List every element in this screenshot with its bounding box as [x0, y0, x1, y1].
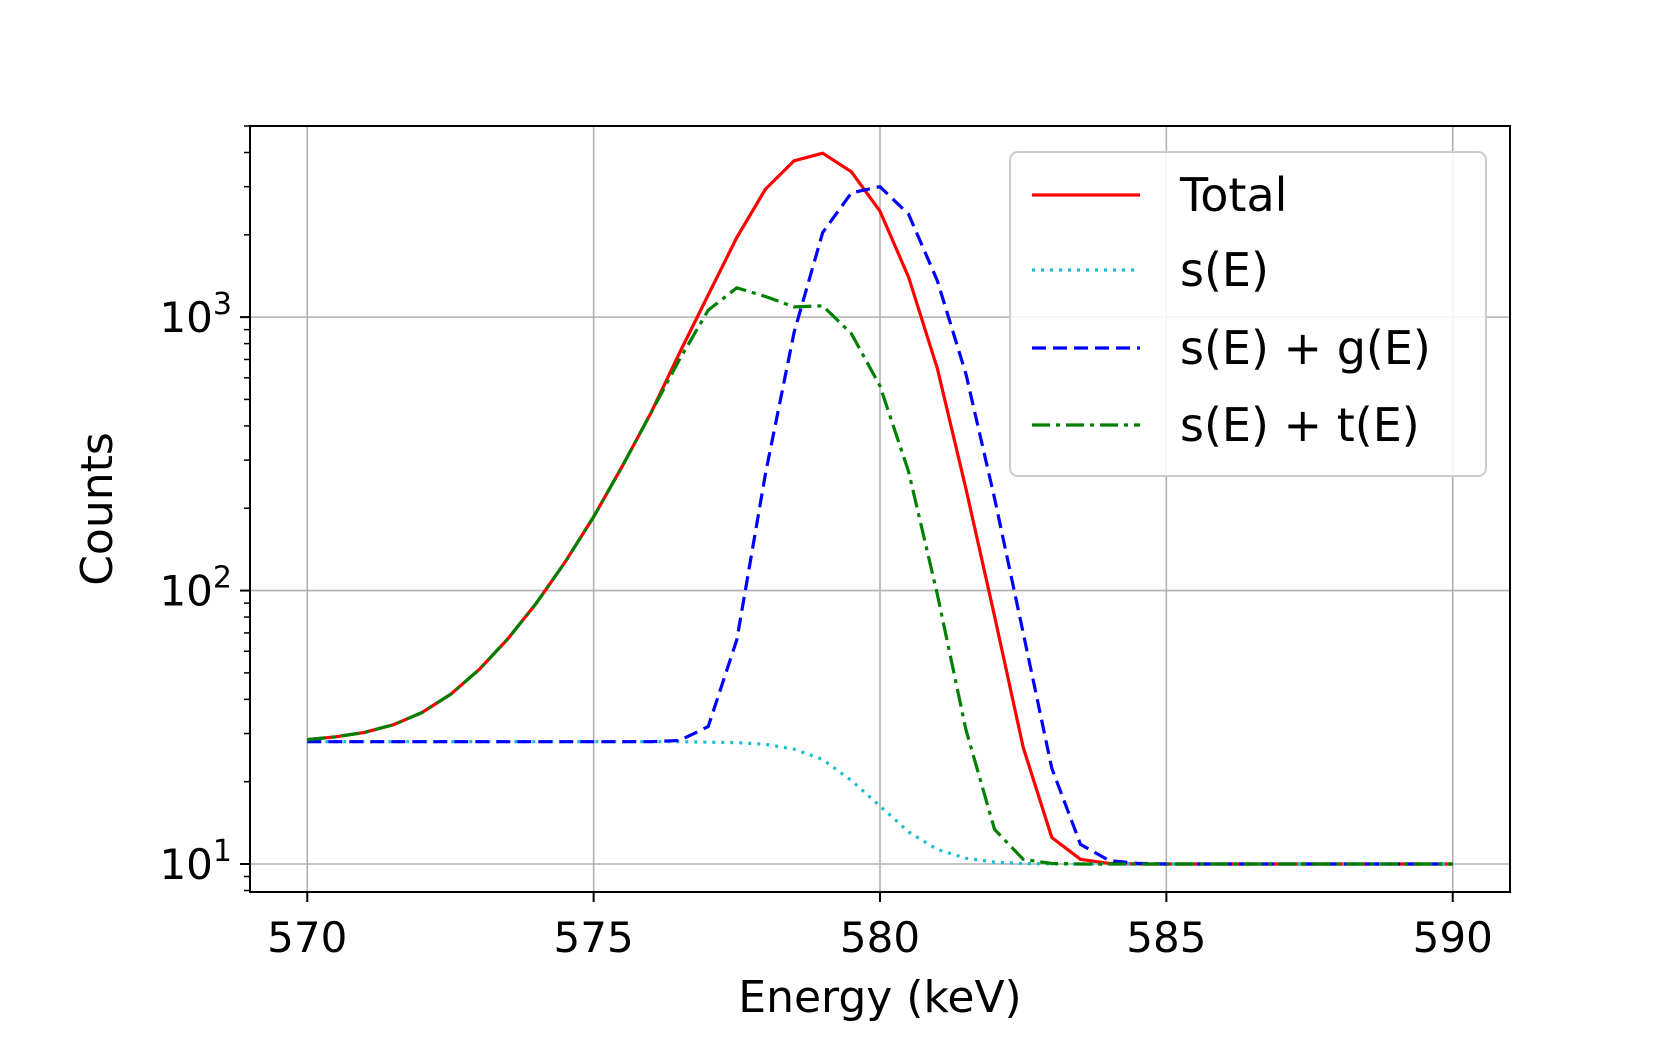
y-tick-base: 10 — [159, 567, 212, 616]
plot-frame — [249, 125, 1511, 893]
y-tick-exponent: 3 — [213, 287, 232, 322]
x-tick-label: 585 — [1126, 913, 1206, 962]
legend: Total s(E) s(E) + g(E) s(E) + t(E) — [1009, 151, 1487, 477]
x-axis-label: Energy (keV) — [738, 972, 1021, 1023]
legend-label-2: s(E) + g(E) — [1180, 321, 1431, 375]
y-tick-exponent: 1 — [213, 834, 232, 869]
legend-label-1: s(E) — [1180, 243, 1269, 297]
legend-box — [1009, 151, 1487, 477]
y-tick-label: 103 — [159, 287, 232, 342]
plot-lines — [307, 151, 1453, 866]
legend-label-0: Total — [1179, 168, 1287, 222]
x-tick-label: 590 — [1413, 913, 1493, 962]
x-tick-label: 570 — [267, 913, 347, 962]
y-tick-base: 10 — [159, 840, 212, 889]
y-tick-exponent: 2 — [213, 561, 232, 596]
y-tick-label: 101 — [159, 834, 232, 889]
x-tick-label: 580 — [840, 913, 920, 962]
legend-label-3: s(E) + t(E) — [1180, 398, 1420, 452]
y-axis-label: Counts — [72, 432, 123, 586]
x-tick-label: 575 — [554, 913, 634, 962]
y-tick-label: 102 — [159, 561, 232, 616]
series-line-3 — [307, 286, 1453, 866]
y-tick-base: 10 — [159, 293, 212, 342]
